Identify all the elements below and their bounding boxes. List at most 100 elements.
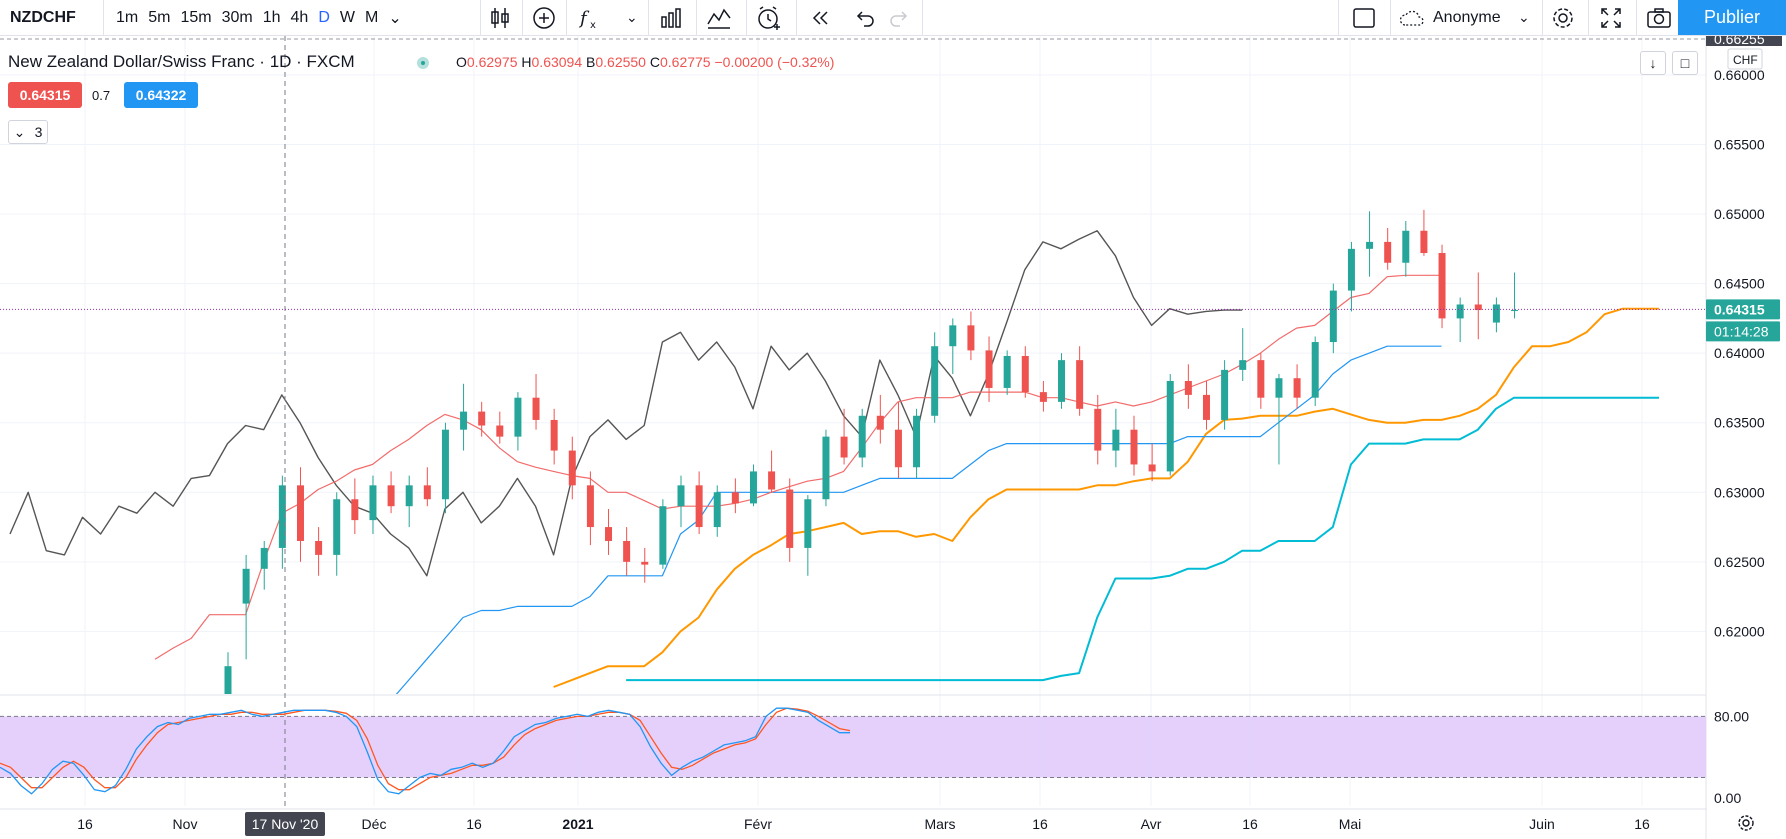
timeframe-w[interactable]: W: [339, 8, 355, 26]
toolbar-divider: [796, 0, 797, 35]
alert-icon[interactable]: [755, 4, 783, 32]
scroll-down-icon[interactable]: ↓: [1640, 51, 1666, 75]
chart-area[interactable]: 0.66000 0.65500 0.65000 0.64500 0.64000 0.635…: [0, 36, 1786, 839]
redo-icon[interactable]: [886, 4, 914, 32]
close-value: 0.62775: [659, 54, 711, 70]
price-axis-label: 0.63000: [1714, 484, 1765, 500]
settings-icon[interactable]: [1549, 4, 1577, 32]
layout-icon[interactable]: [1350, 4, 1378, 32]
stoch-band: [0, 716, 1706, 778]
candle-body: [441, 429, 449, 500]
sell-button[interactable]: 0.64315: [8, 82, 82, 108]
candle-body: [623, 540, 631, 562]
candle-body: [1184, 380, 1192, 395]
price-axis-label: 0.64500: [1714, 276, 1765, 292]
price-axis-label: 0.66000: [1714, 67, 1765, 83]
candle-body: [1311, 342, 1319, 398]
publish-button[interactable]: Publier: [1678, 0, 1786, 35]
candle-body: [659, 506, 667, 565]
timeframe-1m[interactable]: 1m: [116, 8, 139, 26]
toolbar-divider: [922, 0, 923, 35]
candles-icon[interactable]: [486, 4, 514, 32]
countdown-label: 01:14:28: [1714, 323, 1769, 339]
low-value: 0.62550: [595, 54, 646, 70]
svg-text:x: x: [590, 20, 596, 31]
candle-body: [532, 397, 540, 420]
collapse-indicators-button[interactable]: ⌄ 3: [8, 120, 48, 144]
candle-body: [731, 492, 739, 504]
candle-body: [768, 471, 776, 490]
fullscreen-icon[interactable]: [1597, 4, 1625, 32]
time-axis-highlight-label: 17 Nov '20: [252, 816, 319, 832]
camera-icon[interactable]: [1645, 4, 1673, 32]
timeframe-5m[interactable]: 5m: [148, 8, 171, 26]
account-name[interactable]: Anonyme: [1433, 8, 1501, 26]
toolbar-divider: [1542, 0, 1543, 35]
candle-body: [496, 425, 504, 437]
change-value: −0.00200 (−0.32%): [714, 54, 835, 70]
candle-body: [1420, 230, 1428, 254]
restore-icon[interactable]: □: [1672, 51, 1698, 75]
chevron-down-icon[interactable]: ⌄: [626, 9, 638, 25]
candle-body: [1438, 253, 1446, 319]
timeframe-15m[interactable]: 15m: [180, 8, 212, 26]
toolbar-divider: [1588, 0, 1589, 35]
undo-icon[interactable]: [850, 4, 878, 32]
candle-body: [804, 499, 812, 548]
candle-body: [749, 471, 757, 504]
toolbar-divider: [1636, 0, 1637, 35]
timeframe-d[interactable]: D: [318, 8, 330, 26]
price-axis-label: 0.65500: [1714, 137, 1765, 153]
candle-body: [460, 411, 468, 430]
add-compare-icon[interactable]: [530, 4, 558, 32]
top-price-tag-label: 0.66255: [1714, 36, 1765, 47]
timeframe-30m[interactable]: 30m: [221, 8, 253, 26]
price-axis-label: 0.62500: [1714, 554, 1765, 570]
time-axis-label: Juin: [1529, 816, 1555, 832]
time-axis-label: Mars: [924, 816, 955, 832]
stoch-axis-label: 0.00: [1714, 790, 1741, 806]
candle-body: [1148, 464, 1156, 472]
candle-body: [586, 485, 594, 528]
buy-button[interactable]: 0.64322: [124, 82, 198, 108]
cloud-icon[interactable]: [1398, 4, 1426, 32]
candle-body: [713, 492, 721, 528]
time-axis-label: Avr: [1141, 816, 1162, 832]
tenkan-line: [154, 274, 1442, 660]
timeframe-1h[interactable]: 1h: [262, 8, 281, 26]
high-value: 0.63094: [531, 54, 583, 70]
price-axis-label: 0.63500: [1714, 415, 1765, 431]
timeframe-4h[interactable]: 4h: [290, 8, 309, 26]
countdown-tag: [1706, 321, 1780, 342]
candle-body: [423, 485, 431, 500]
candle-body: [1058, 360, 1066, 402]
price-axis-background: [1707, 36, 1786, 839]
price-axis-label: 0.62000: [1714, 623, 1765, 639]
low-label: B: [586, 54, 596, 70]
gear-ring: [1738, 815, 1754, 831]
chart-type-icon[interactable]: [657, 4, 685, 32]
time-axis-label: Nov: [173, 816, 198, 832]
chevron-down-icon[interactable]: ⌄: [388, 9, 402, 27]
last-price-tag: [1706, 299, 1780, 320]
time-axis-label: 16: [77, 816, 93, 832]
candle-body: [641, 561, 649, 565]
candle-body: [1384, 241, 1392, 263]
close-label: C: [649, 54, 660, 70]
candle-body: [1076, 360, 1084, 409]
replay-icon[interactable]: [806, 4, 834, 32]
symbol-search[interactable]: NZDCHF: [10, 8, 76, 26]
toolbar-divider: [480, 0, 481, 35]
timeframe-group: 1m 5m 15m 30m 1h 4h D W M ⌄: [111, 0, 407, 35]
candle-body: [568, 450, 576, 486]
time-axis-label: 16: [1032, 816, 1048, 832]
indicator-count: 3: [34, 124, 43, 140]
axis-settings-icon[interactable]: [1738, 815, 1754, 831]
chevron-down-icon[interactable]: ⌄: [1518, 9, 1530, 25]
candle-body: [1275, 378, 1283, 398]
templates-icon[interactable]: [705, 4, 733, 32]
timeframe-m[interactable]: M: [364, 8, 379, 26]
lagging-span-line: [9, 230, 1243, 577]
currency-label: CHF: [1733, 53, 1758, 67]
